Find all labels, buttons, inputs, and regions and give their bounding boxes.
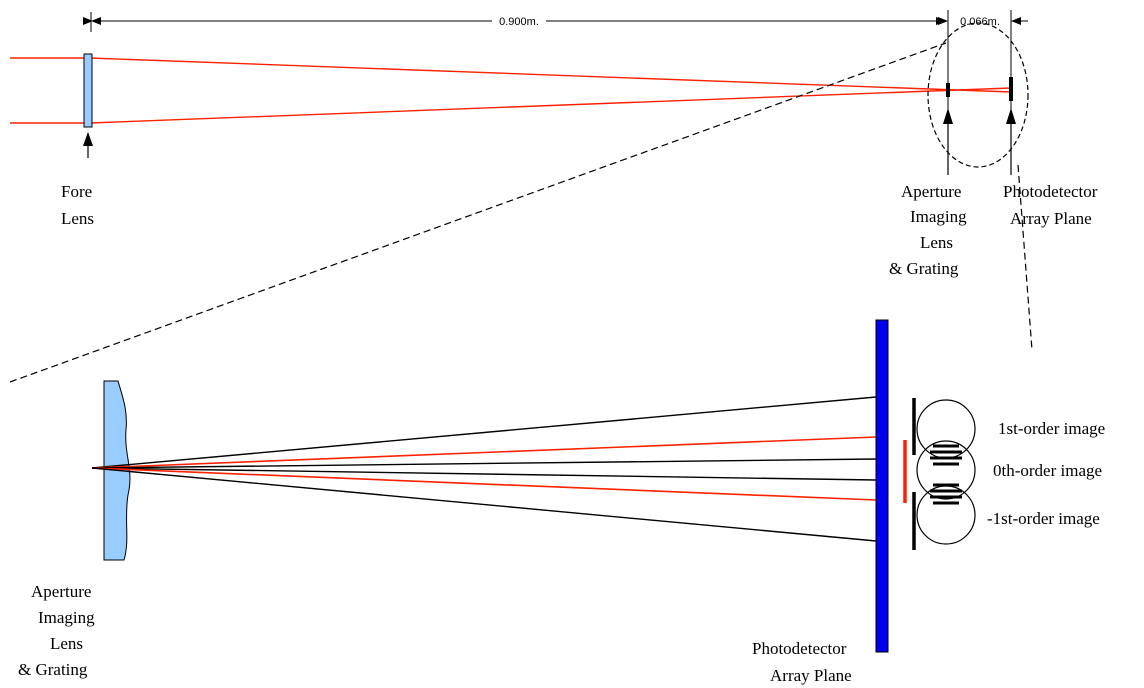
ray-black-4 bbox=[91, 467, 877, 542]
detail-aperture-label-4: & Grating bbox=[18, 660, 88, 679]
zoom-leader-right bbox=[1017, 164, 1033, 351]
zoom-leader-left bbox=[9, 42, 947, 383]
zeroth-order-label: 0th-order image bbox=[993, 461, 1102, 480]
ray-red-1 bbox=[91, 436, 877, 469]
aperture-lens-small bbox=[946, 83, 950, 97]
converging-ray-lower bbox=[89, 87, 1012, 124]
fringe-pattern-lower bbox=[930, 483, 962, 505]
converging-ray-upper bbox=[89, 57, 1012, 93]
fore-lens-label-1: Fore bbox=[61, 182, 92, 201]
detector-plane-large bbox=[875, 319, 889, 653]
ray-black-2 bbox=[91, 458, 877, 469]
first-order-label: 1st-order image bbox=[998, 419, 1105, 438]
aperture-label-3: Lens bbox=[920, 233, 953, 252]
dimension-main-label: 0.900m. bbox=[499, 16, 539, 28]
detail-rays bbox=[91, 396, 877, 542]
magnifier-circle bbox=[927, 22, 1029, 168]
aperture-label-2: Imaging bbox=[910, 207, 967, 226]
detail-aperture-label-3: Lens bbox=[50, 634, 83, 653]
detail-detector-label-1: Photodetector bbox=[752, 639, 847, 658]
fringe-pattern-upper bbox=[930, 444, 962, 466]
detail-aperture-label-2: Imaging bbox=[38, 608, 95, 627]
aperture-label-4: & Grating bbox=[889, 259, 959, 278]
detector-plane-small bbox=[1009, 77, 1013, 101]
minus-first-order-image-circle bbox=[916, 485, 976, 545]
dimension-small-label: 0.066m. bbox=[960, 16, 1000, 28]
detail-aperture-label-1: Aperture bbox=[31, 582, 91, 601]
minus-first-order-label: -1st-order image bbox=[987, 509, 1100, 528]
fore-lens bbox=[83, 53, 93, 128]
detail-detector-label-2: Array Plane bbox=[770, 666, 852, 685]
detector-label-1: Photodetector bbox=[1003, 182, 1098, 201]
fore-lens-label-2: Lens bbox=[61, 209, 94, 228]
ray-black-1 bbox=[91, 396, 877, 469]
detector-label-2: Array Plane bbox=[1010, 209, 1092, 228]
ray-black-3 bbox=[91, 467, 877, 481]
aperture-label-1: Aperture bbox=[901, 182, 961, 201]
zeroth-order-image-circle bbox=[916, 440, 976, 500]
ray-red-2 bbox=[91, 467, 877, 501]
